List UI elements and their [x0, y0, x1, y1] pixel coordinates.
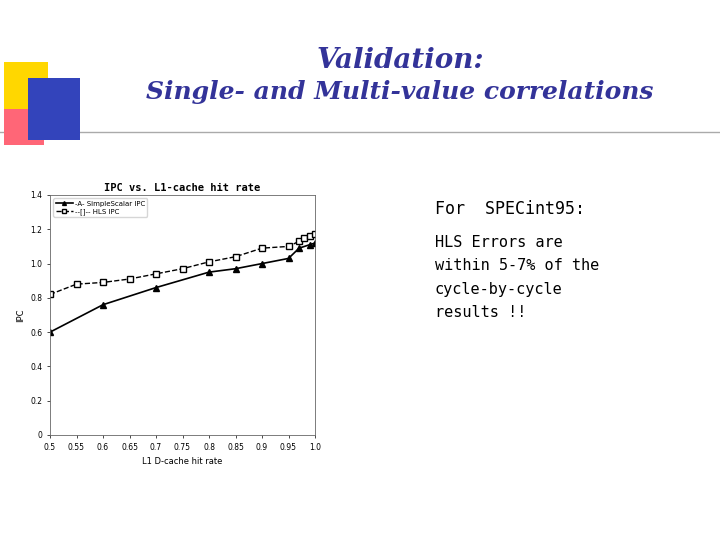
--[]-- HLS IPC	[45, 291, 54, 298]
--[]-- HLS IPC	[305, 233, 314, 239]
-A- SimpleScalar IPC	[258, 260, 266, 267]
Text: HLS Errors are
within 5-7% of the
cycle-by-cycle
results !!: HLS Errors are within 5-7% of the cycle-…	[435, 235, 599, 320]
Title: IPC vs. L1-cache hit rate: IPC vs. L1-cache hit rate	[104, 183, 261, 193]
Text: Single- and Multi-value correlations: Single- and Multi-value correlations	[146, 80, 654, 104]
X-axis label: L1 D-cache hit rate: L1 D-cache hit rate	[143, 457, 222, 466]
Text: Validation:: Validation:	[316, 46, 484, 73]
Bar	[4, 62, 48, 110]
Line: --[]-- HLS IPC: --[]-- HLS IPC	[48, 232, 318, 297]
-A- SimpleScalar IPC	[305, 241, 314, 248]
--[]-- HLS IPC	[284, 243, 293, 249]
Line: -A- SimpleScalar IPC: -A- SimpleScalar IPC	[48, 240, 318, 335]
-A- SimpleScalar IPC	[284, 255, 293, 262]
--[]-- HLS IPC	[300, 234, 309, 241]
-A- SimpleScalar IPC	[311, 240, 320, 246]
--[]-- HLS IPC	[204, 259, 213, 265]
-A- SimpleScalar IPC	[99, 301, 107, 308]
-A- SimpleScalar IPC	[231, 266, 240, 272]
Y-axis label: IPC: IPC	[16, 308, 24, 322]
-A- SimpleScalar IPC	[152, 285, 161, 291]
--[]-- HLS IPC	[152, 271, 161, 277]
--[]-- HLS IPC	[72, 281, 81, 287]
Bar	[28, 78, 80, 140]
Legend: -A- SimpleScalar IPC, --[]-- HLS IPC: -A- SimpleScalar IPC, --[]-- HLS IPC	[53, 199, 148, 217]
--[]-- HLS IPC	[178, 266, 186, 272]
--[]-- HLS IPC	[125, 276, 134, 282]
--[]-- HLS IPC	[294, 238, 303, 245]
Text: For  SPECint95:: For SPECint95:	[435, 200, 585, 218]
-A- SimpleScalar IPC	[204, 269, 213, 275]
--[]-- HLS IPC	[231, 253, 240, 260]
Bar	[4, 109, 44, 145]
-A- SimpleScalar IPC	[45, 329, 54, 335]
-A- SimpleScalar IPC	[294, 245, 303, 252]
--[]-- HLS IPC	[258, 245, 266, 252]
--[]-- HLS IPC	[311, 231, 320, 238]
--[]-- HLS IPC	[99, 279, 107, 286]
